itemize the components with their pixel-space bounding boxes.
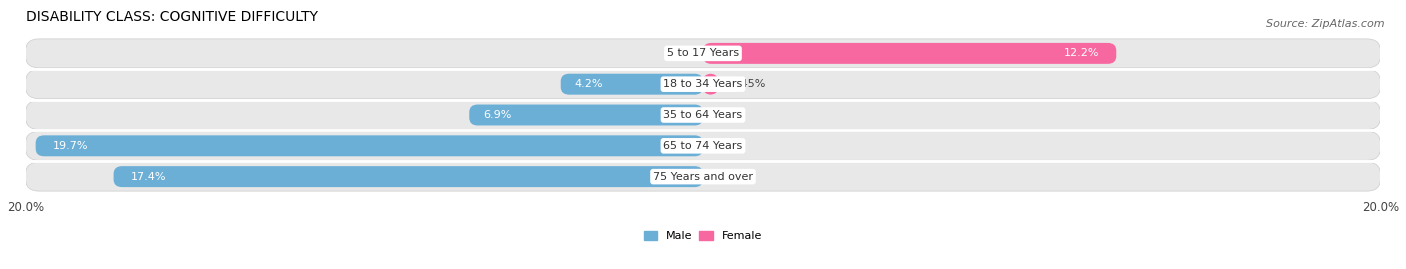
FancyBboxPatch shape xyxy=(470,105,703,125)
FancyBboxPatch shape xyxy=(703,43,1116,64)
FancyBboxPatch shape xyxy=(25,70,1381,99)
Text: 19.7%: 19.7% xyxy=(52,141,89,151)
FancyBboxPatch shape xyxy=(561,74,703,95)
FancyBboxPatch shape xyxy=(35,135,703,156)
Text: 0.45%: 0.45% xyxy=(730,79,765,89)
FancyBboxPatch shape xyxy=(25,39,1381,68)
Text: DISABILITY CLASS: COGNITIVE DIFFICULTY: DISABILITY CLASS: COGNITIVE DIFFICULTY xyxy=(25,10,318,24)
Text: 35 to 64 Years: 35 to 64 Years xyxy=(664,110,742,120)
Text: 12.2%: 12.2% xyxy=(1064,48,1099,58)
Text: 0.0%: 0.0% xyxy=(711,141,740,151)
FancyBboxPatch shape xyxy=(25,162,1381,191)
Text: 6.9%: 6.9% xyxy=(482,110,512,120)
FancyBboxPatch shape xyxy=(114,166,703,187)
Text: 0.0%: 0.0% xyxy=(711,110,740,120)
Text: 5 to 17 Years: 5 to 17 Years xyxy=(666,48,740,58)
Text: 0.0%: 0.0% xyxy=(666,48,695,58)
Text: 18 to 34 Years: 18 to 34 Years xyxy=(664,79,742,89)
Text: 4.2%: 4.2% xyxy=(574,79,603,89)
Text: 65 to 74 Years: 65 to 74 Years xyxy=(664,141,742,151)
FancyBboxPatch shape xyxy=(25,101,1381,129)
Text: Source: ZipAtlas.com: Source: ZipAtlas.com xyxy=(1267,19,1385,29)
Text: 75 Years and over: 75 Years and over xyxy=(652,172,754,182)
Legend: Male, Female: Male, Female xyxy=(640,226,766,246)
FancyBboxPatch shape xyxy=(25,131,1381,160)
Text: 0.0%: 0.0% xyxy=(711,172,740,182)
Text: 17.4%: 17.4% xyxy=(131,172,166,182)
FancyBboxPatch shape xyxy=(703,74,718,95)
